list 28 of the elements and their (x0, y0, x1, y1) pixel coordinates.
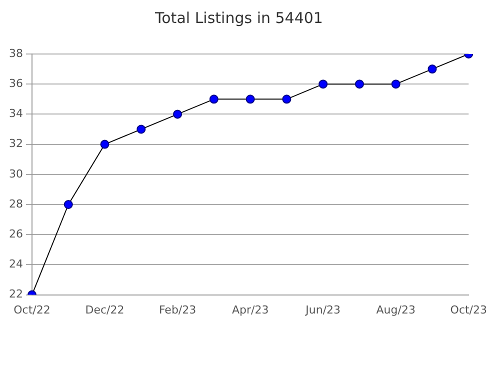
point (209, 94, 218, 104)
y-tick-label: 22 (8, 288, 23, 301)
x-tick-label: Aug/23 (376, 303, 416, 316)
chart-title: Total Listings in 54401 (154, 8, 323, 27)
x-tick-label: Dec/22 (85, 303, 124, 316)
x-tick-label: Apr/23 (232, 303, 269, 316)
y-tick-label: 38 (8, 46, 23, 60)
y-tick-label: 28 (8, 197, 23, 210)
y-tick-label: 36 (8, 76, 23, 90)
point (64, 200, 73, 209)
point (428, 64, 437, 74)
y-tick-label: 32 (8, 137, 23, 150)
x-tick-label: Feb/23 (158, 303, 196, 316)
x-tick-label: Jun/23 (304, 303, 341, 316)
point (282, 94, 292, 104)
point (136, 124, 146, 134)
y-tick-label: 30 (8, 167, 23, 180)
x-tick-label: Oct/22 (14, 303, 50, 316)
y-tick-label: 24 (8, 258, 23, 271)
point (318, 80, 328, 89)
x-tick-label: Oct/23 (450, 303, 488, 316)
point (173, 110, 182, 119)
point (246, 94, 255, 104)
y-tick-label: 34 (8, 107, 23, 120)
point (391, 80, 400, 89)
point (354, 80, 364, 89)
y-tick-label: 26 (8, 227, 23, 240)
point (100, 140, 110, 149)
